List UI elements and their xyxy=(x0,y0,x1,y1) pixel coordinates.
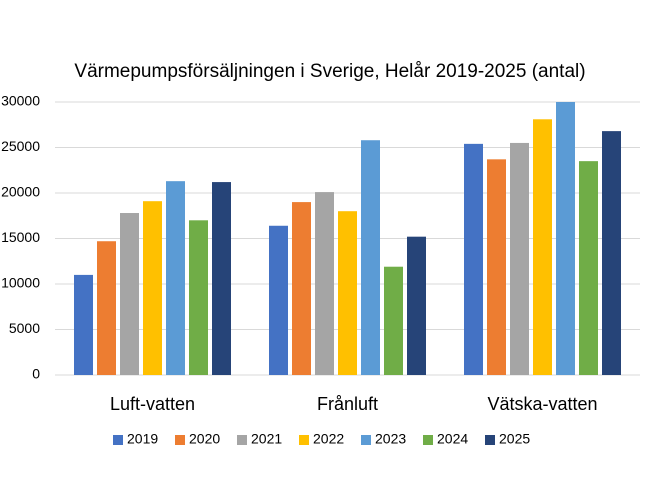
y-tick-label: 30000 xyxy=(1,93,40,109)
legend-swatch xyxy=(299,435,309,445)
x-tick-label: Frånluft xyxy=(317,394,378,414)
legend-swatch xyxy=(113,435,123,445)
legend-label: 2022 xyxy=(313,431,344,447)
bar xyxy=(189,220,208,375)
bar xyxy=(487,159,506,375)
legend-label: 2024 xyxy=(437,431,468,447)
legend-label: 2020 xyxy=(189,431,220,447)
legend-label: 2019 xyxy=(127,431,158,447)
bar xyxy=(556,102,575,375)
x-tick-label: Luft-vatten xyxy=(110,394,195,414)
bar xyxy=(97,241,116,375)
legend-swatch xyxy=(361,435,371,445)
legend-swatch xyxy=(423,435,433,445)
bar xyxy=(74,274,93,375)
bar xyxy=(120,213,139,375)
legend-label: 2023 xyxy=(375,431,406,447)
bar xyxy=(533,119,552,375)
bar xyxy=(315,192,334,375)
bar xyxy=(579,161,598,375)
bar xyxy=(212,182,231,375)
y-tick-label: 20000 xyxy=(1,184,40,200)
bar xyxy=(407,236,426,375)
y-tick-label: 25000 xyxy=(1,138,40,154)
chart-title: Värmepumpsförsäljningen i Sverige, Helår… xyxy=(74,61,585,82)
bar xyxy=(143,201,162,375)
legend-label: 2021 xyxy=(251,431,282,447)
x-tick-label: Vätska-vatten xyxy=(487,394,597,414)
y-tick-label: 15000 xyxy=(1,229,40,245)
bar xyxy=(361,140,380,375)
legend-swatch xyxy=(175,435,185,445)
bar xyxy=(602,131,621,375)
legend-swatch xyxy=(485,435,495,445)
legend-swatch xyxy=(237,435,247,445)
y-tick-label: 10000 xyxy=(1,275,40,291)
bar xyxy=(166,181,185,375)
y-tick-label: 5000 xyxy=(9,320,40,336)
bar xyxy=(292,202,311,375)
y-tick-label: 0 xyxy=(32,366,40,382)
bar xyxy=(464,143,483,375)
bar xyxy=(338,211,357,375)
legend-label: 2025 xyxy=(499,431,530,447)
bar xyxy=(510,142,529,375)
bar xyxy=(269,225,288,375)
bar xyxy=(384,266,403,375)
